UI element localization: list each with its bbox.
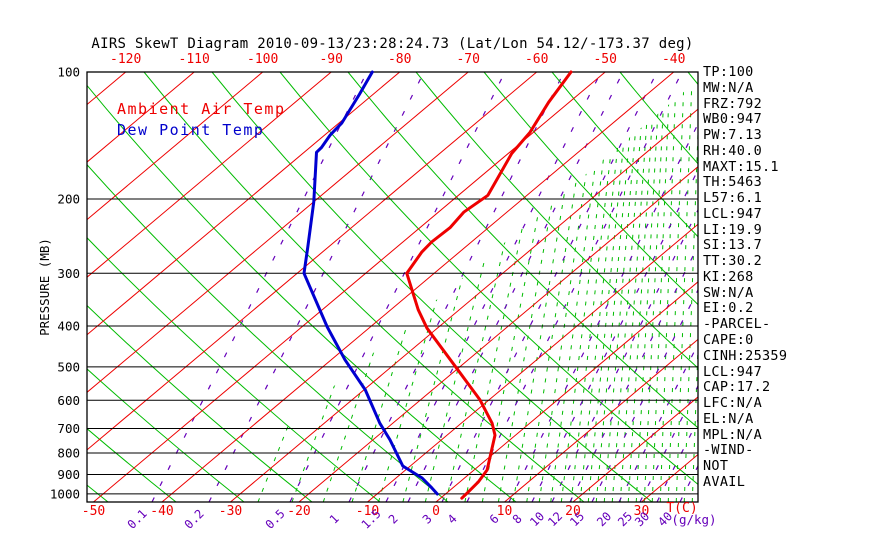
stat-line: MW:N/A — [703, 79, 754, 96]
stat-line: EL:N/A — [703, 410, 754, 427]
svg-text:-50: -50 — [82, 504, 105, 519]
stat-line: -WIND- — [703, 442, 754, 459]
stat-line: KI:268 — [703, 268, 754, 285]
stat-line: FRZ:792 — [703, 95, 762, 112]
svg-text:300: 300 — [57, 266, 80, 281]
svg-text:-90: -90 — [319, 52, 342, 67]
mixing-ratio-lines — [151, 72, 698, 502]
svg-text:0.1: 0.1 — [125, 507, 150, 532]
svg-text:-110: -110 — [179, 52, 210, 67]
stat-line: LI:19.9 — [703, 221, 762, 238]
svg-text:-30: -30 — [219, 504, 242, 519]
stat-line: PW:7.13 — [703, 127, 762, 144]
pressure-lines — [87, 71, 698, 495]
stat-line: CAPE:0 — [703, 332, 754, 349]
svg-text:0: 0 — [432, 504, 440, 519]
svg-text:200: 200 — [57, 191, 80, 206]
stat-line: L57:6.1 — [703, 190, 762, 207]
svg-text:2: 2 — [386, 512, 401, 527]
svg-text:700: 700 — [57, 421, 80, 436]
stats-panel: TP:100 MW:N/A FRZ:792 WB0:947 PW:7.13 RH:40.0… — [703, 64, 788, 491]
top-temp-tick-labels: -120 -110 -100 -90 -80 -70 -60 -50 -40 — [110, 52, 685, 67]
ambient-air-temp-line — [405, 70, 573, 500]
legend-ambient-air-temp: Ambient Air Temp — [117, 100, 286, 118]
stat-line: SI:13.7 — [703, 237, 762, 254]
svg-text:-60: -60 — [525, 52, 548, 67]
pressure-axis-label: PRESSURE (MB) — [37, 238, 52, 336]
chart-title: AIRS SkewT Diagram 2010-09-13/23:28:24.7… — [91, 36, 694, 52]
stat-line: EI:0.2 — [703, 300, 754, 317]
legend-dew-point-temp: Dew Point Temp — [117, 121, 265, 139]
svg-text:12: 12 — [545, 509, 565, 529]
plot-border — [86, 71, 699, 503]
stat-line: AVAIL — [703, 473, 746, 490]
svg-text:-10: -10 — [356, 504, 379, 519]
svg-text:500: 500 — [57, 359, 80, 374]
svg-text:-80: -80 — [388, 52, 411, 67]
svg-text:600: 600 — [57, 393, 80, 408]
stat-line: LCL:947 — [703, 205, 762, 222]
stat-line: TP:100 — [703, 64, 754, 80]
svg-text:900: 900 — [57, 467, 80, 482]
svg-text:-100: -100 — [247, 52, 278, 67]
stat-line: TT:30.2 — [703, 253, 762, 270]
svg-text:20: 20 — [565, 504, 581, 519]
stat-line: CAP:17.2 — [703, 379, 771, 396]
stat-line: RH:40.0 — [703, 142, 762, 159]
svg-text:4: 4 — [445, 512, 460, 527]
svg-text:1: 1 — [327, 512, 342, 527]
stat-line: MAXT:15.1 — [703, 158, 779, 175]
svg-text:800: 800 — [57, 445, 80, 460]
bottom-temp-tick-labels: -50 -40 -30 -20 -10 0 10 20 30 — [82, 504, 650, 519]
stat-line: CINH:25359 — [703, 347, 788, 364]
svg-text:8: 8 — [510, 512, 525, 527]
mixing-unit-label: (g/kg) — [671, 512, 716, 527]
svg-text:-120: -120 — [110, 52, 141, 67]
svg-text:-40: -40 — [150, 504, 173, 519]
pressure-tick-labels: 100 200 300 400 500 600 700 800 900 1000 — [50, 65, 80, 502]
stat-line: MPL:N/A — [703, 426, 762, 443]
svg-text:100: 100 — [57, 65, 80, 80]
dew-point-temp-line — [302, 70, 439, 496]
stat-line: TH:5463 — [703, 174, 762, 191]
svg-text:10: 10 — [497, 504, 513, 519]
svg-text:0.5: 0.5 — [263, 507, 288, 532]
temp-unit-label: T(C) — [666, 501, 697, 516]
stat-line: LCL:947 — [703, 363, 762, 380]
svg-text:20: 20 — [594, 509, 614, 529]
stat-line: WB0:947 — [703, 111, 762, 128]
svg-text:-70: -70 — [456, 52, 479, 67]
svg-text:-20: -20 — [287, 504, 310, 519]
svg-text:-50: -50 — [593, 52, 616, 67]
svg-text:30: 30 — [634, 504, 650, 519]
stat-line: SW:N/A — [703, 284, 754, 301]
svg-text:400: 400 — [57, 318, 80, 333]
stat-line: -PARCEL- — [703, 316, 771, 333]
svg-text:1000: 1000 — [50, 486, 80, 501]
svg-text:0.2: 0.2 — [182, 507, 207, 532]
stat-line: NOT — [703, 458, 729, 475]
stat-line: LFC:N/A — [703, 395, 762, 412]
svg-text:-40: -40 — [662, 52, 685, 67]
